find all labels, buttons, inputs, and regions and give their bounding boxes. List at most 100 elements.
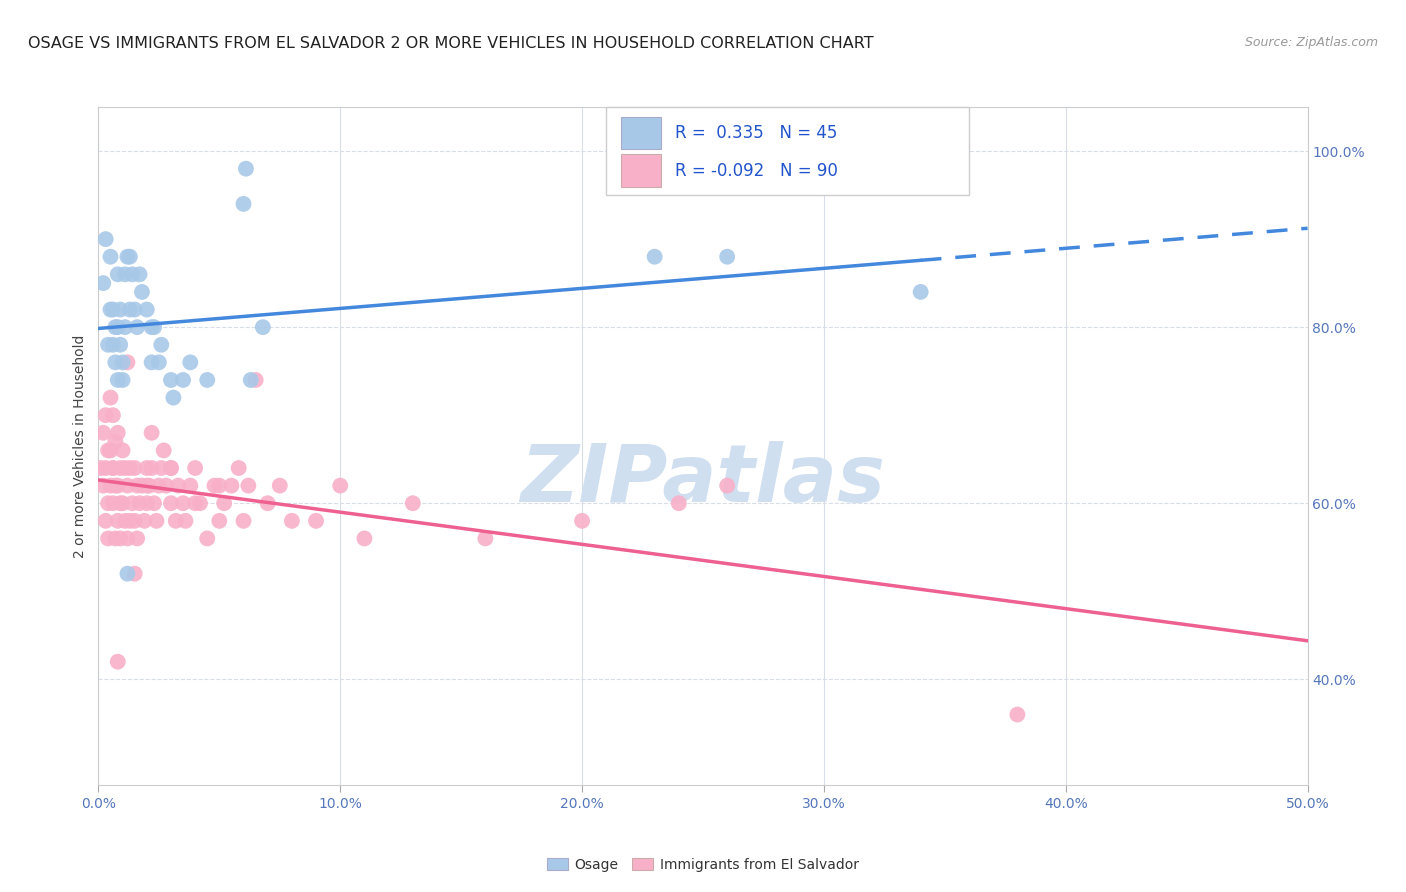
Point: [148, 478, 170, 492]
Point: [117, 478, 139, 492]
Point: [100, 478, 122, 492]
Point: [152, 443, 174, 458]
Point: [245, 373, 267, 387]
Point: [114, 268, 136, 282]
Text: Source: ZipAtlas.com: Source: ZipAtlas.com: [1244, 36, 1378, 49]
Point: [101, 461, 124, 475]
Point: [131, 478, 153, 492]
Point: [208, 514, 231, 528]
Point: [172, 496, 194, 510]
Point: [124, 461, 146, 475]
Point: [204, 478, 226, 492]
Point: [160, 461, 183, 475]
Point: [94, 514, 117, 528]
Point: [143, 320, 166, 334]
Point: [108, 532, 131, 546]
Point: [107, 425, 129, 440]
Point: [107, 268, 129, 282]
Point: [101, 408, 124, 422]
Point: [117, 566, 139, 581]
Point: [94, 461, 117, 475]
Point: [91, 425, 114, 440]
Point: [668, 496, 690, 510]
Point: [1007, 707, 1029, 722]
Point: [195, 532, 218, 546]
Point: [101, 302, 124, 317]
Point: [145, 514, 167, 528]
Point: [235, 161, 257, 176]
Point: [111, 496, 134, 510]
Point: [188, 496, 211, 510]
Point: [281, 514, 304, 528]
Point: [160, 461, 183, 475]
Point: [174, 514, 197, 528]
Point: [127, 478, 149, 492]
Point: [104, 434, 127, 449]
Point: [100, 250, 122, 264]
Point: [91, 478, 114, 492]
Point: [910, 285, 932, 299]
Point: [135, 496, 157, 510]
Point: [121, 496, 143, 510]
Point: [114, 320, 136, 334]
Point: [232, 514, 254, 528]
Point: [141, 425, 163, 440]
Bar: [621, 117, 661, 149]
Point: [127, 532, 149, 546]
Point: [644, 250, 666, 264]
Point: [104, 478, 127, 492]
Point: [162, 391, 184, 405]
Point: [716, 250, 738, 264]
Legend: Osage, Immigrants from El Salvador: Osage, Immigrants from El Salvador: [543, 854, 863, 876]
Point: [150, 337, 173, 351]
Point: [100, 391, 122, 405]
Point: [150, 461, 173, 475]
Point: [117, 532, 139, 546]
Point: [208, 478, 231, 492]
Text: OSAGE VS IMMIGRANTS FROM EL SALVADOR 2 OR MORE VEHICLES IN HOUSEHOLD CORRELATION: OSAGE VS IMMIGRANTS FROM EL SALVADOR 2 O…: [28, 36, 873, 51]
Point: [184, 461, 207, 475]
Point: [238, 478, 260, 492]
Y-axis label: 2 or more Vehicles in Household: 2 or more Vehicles in Household: [73, 334, 87, 558]
Point: [90, 461, 112, 475]
Point: [148, 355, 170, 369]
Point: [111, 355, 134, 369]
Point: [474, 532, 496, 546]
Point: [160, 373, 183, 387]
Point: [117, 250, 139, 264]
Point: [228, 461, 250, 475]
Point: [269, 478, 291, 492]
Point: [101, 337, 124, 351]
Point: [108, 302, 131, 317]
Point: [402, 496, 425, 510]
Point: [111, 443, 134, 458]
Point: [212, 496, 235, 510]
Point: [184, 496, 207, 510]
Point: [128, 496, 150, 510]
Point: [141, 461, 163, 475]
Point: [252, 320, 274, 334]
Point: [100, 443, 122, 458]
Point: [127, 320, 149, 334]
Point: [107, 514, 129, 528]
Point: [239, 373, 262, 387]
Point: [91, 276, 114, 290]
Point: [118, 250, 141, 264]
Point: [104, 355, 127, 369]
Point: [716, 478, 738, 492]
Point: [114, 514, 136, 528]
Point: [141, 320, 163, 334]
Point: [104, 532, 127, 546]
Point: [135, 478, 157, 492]
Point: [108, 337, 131, 351]
Point: [97, 337, 120, 351]
Point: [111, 373, 134, 387]
Point: [124, 566, 146, 581]
FancyBboxPatch shape: [606, 107, 969, 195]
Point: [172, 373, 194, 387]
Point: [256, 496, 278, 510]
Point: [121, 268, 143, 282]
Point: [179, 478, 201, 492]
Point: [107, 320, 129, 334]
Point: [165, 514, 187, 528]
